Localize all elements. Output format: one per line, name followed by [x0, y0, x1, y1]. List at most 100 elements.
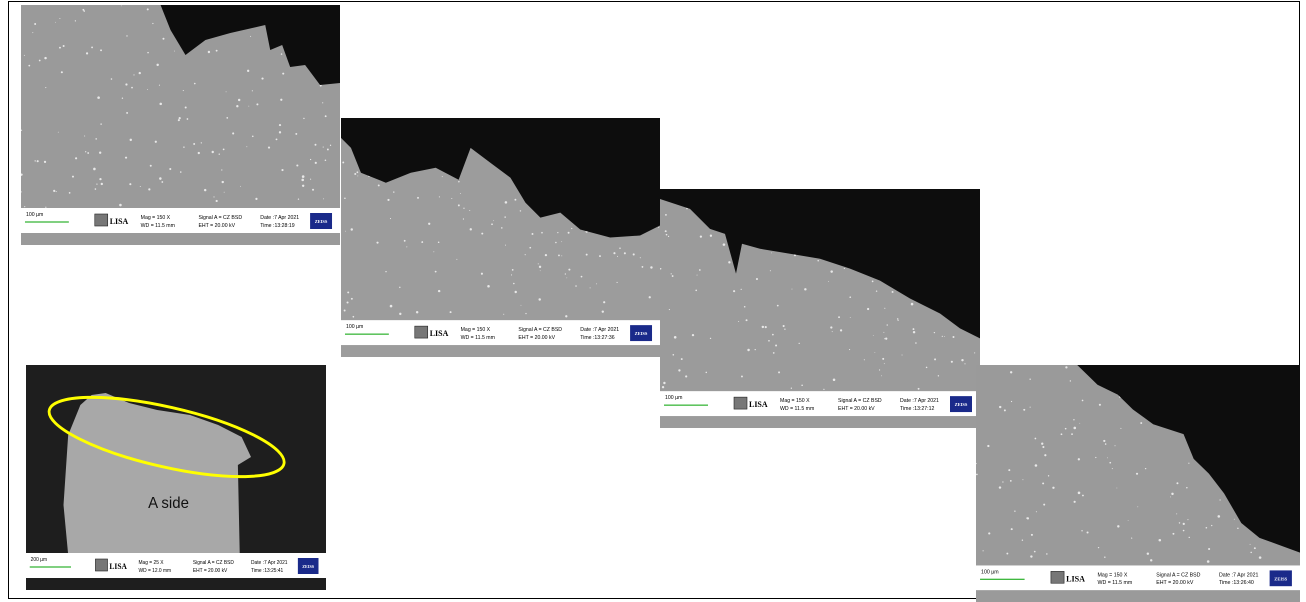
inclusion: [451, 198, 452, 199]
inclusion: [692, 334, 694, 336]
date: Date :7 Apr 2021: [900, 398, 939, 404]
inclusion: [1052, 487, 1054, 489]
inclusion: [685, 375, 687, 377]
inclusion: [1114, 445, 1115, 446]
inclusion: [353, 316, 355, 318]
inclusion: [247, 70, 249, 72]
inclusion: [1008, 469, 1010, 471]
inclusion: [672, 275, 674, 277]
inclusion: [879, 369, 880, 370]
inclusion: [1074, 501, 1076, 503]
inclusion: [1183, 523, 1185, 525]
inclusion: [770, 270, 771, 271]
inclusion: [1104, 556, 1105, 557]
logo-icon: [415, 326, 428, 338]
inclusion: [75, 157, 77, 159]
inclusion: [532, 233, 534, 235]
inclusion: [303, 118, 304, 119]
inclusion: [603, 301, 605, 303]
logo-text: LISA: [110, 217, 129, 226]
inclusion: [139, 72, 141, 74]
signal: Signal A = CZ BSD: [198, 215, 242, 221]
inclusion: [885, 338, 887, 340]
inclusion: [93, 168, 96, 171]
inclusion: [433, 251, 434, 252]
inclusion: [53, 190, 55, 192]
inclusion: [422, 241, 423, 242]
inclusion: [1103, 440, 1105, 442]
inclusion: [399, 287, 400, 288]
inclusion: [187, 118, 189, 120]
inclusion: [493, 220, 494, 221]
inclusion: [830, 326, 832, 328]
inclusion: [212, 151, 214, 153]
inclusion: [671, 273, 672, 274]
inclusion: [330, 145, 331, 146]
inclusion: [1071, 433, 1073, 435]
inclusion: [1046, 553, 1047, 554]
inclusion: [246, 146, 247, 147]
sample-label: A side: [148, 495, 189, 513]
inclusion: [323, 147, 324, 148]
inclusion: [733, 290, 735, 292]
inclusion: [540, 270, 541, 271]
inclusion: [876, 290, 877, 291]
inclusion: [224, 192, 225, 193]
inclusion: [624, 252, 626, 254]
inclusion: [515, 291, 517, 293]
inclusion: [744, 306, 746, 308]
logo-icon: [734, 397, 747, 409]
date: Date :7 Apr 2021: [251, 560, 288, 566]
inclusion: [1034, 551, 1036, 553]
inclusion: [387, 199, 389, 201]
brand-text: ZEISS: [302, 564, 315, 569]
inclusion: [768, 340, 770, 342]
inclusion: [964, 363, 965, 364]
inclusion: [85, 151, 86, 152]
inclusion: [1140, 422, 1142, 424]
inclusion: [282, 73, 284, 75]
scale-label: 100 µm: [26, 212, 43, 218]
inclusion: [777, 305, 779, 307]
inclusion: [298, 199, 299, 200]
inclusion: [344, 197, 346, 199]
inclusion: [216, 200, 218, 202]
inclusion: [1073, 419, 1074, 420]
inclusion: [140, 186, 141, 187]
inclusion: [850, 317, 851, 318]
inclusion: [463, 218, 464, 219]
inclusion: [56, 191, 57, 192]
inclusion: [236, 105, 238, 107]
inclusion: [681, 358, 683, 360]
logo-text: LISA: [430, 329, 449, 338]
inclusion: [1176, 482, 1178, 484]
inclusion: [1186, 487, 1187, 488]
inclusion: [976, 474, 978, 476]
inclusion: [775, 344, 777, 346]
inclusion: [248, 106, 249, 107]
time: Time :13:27:12: [900, 406, 935, 412]
inclusion: [179, 117, 181, 119]
inclusion: [884, 363, 885, 364]
inclusion: [823, 389, 824, 390]
voltage: EHT = 20.00 kV: [1156, 580, 1194, 586]
inclusion: [281, 169, 283, 171]
time: Time :13:26:40: [1219, 580, 1254, 586]
inclusion: [756, 278, 758, 280]
inclusion: [874, 352, 875, 353]
inclusion: [1109, 462, 1111, 464]
inclusion: [1128, 520, 1129, 521]
inclusion: [1147, 553, 1149, 555]
logo-text: LISA: [109, 562, 127, 571]
inclusion: [150, 165, 152, 167]
inclusion: [673, 354, 675, 356]
inclusion: [799, 343, 800, 344]
inclusion: [295, 133, 297, 135]
inclusion: [100, 49, 102, 51]
inclusion: [238, 99, 240, 101]
inclusion: [844, 268, 845, 269]
working-distance: WD = 11.5 mm: [461, 335, 495, 341]
logo-icon: [1051, 571, 1064, 583]
inclusion: [1004, 409, 1006, 411]
inclusion: [126, 35, 127, 36]
